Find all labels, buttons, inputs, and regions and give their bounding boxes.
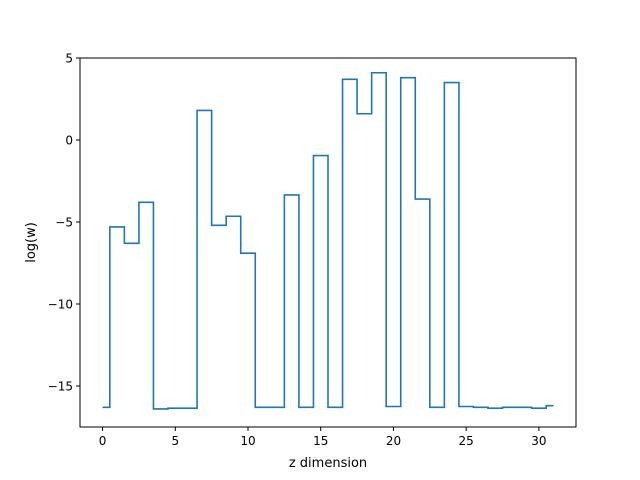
x-tick-label: 30 bbox=[531, 434, 546, 448]
y-axis-ticks: 5 0 −5 −10 −15 bbox=[48, 52, 80, 394]
x-tick-label: 0 bbox=[99, 434, 107, 448]
x-tick-label: 5 bbox=[171, 434, 179, 448]
series-layer bbox=[102, 71, 554, 410]
y-tick-label: 0 bbox=[65, 134, 73, 148]
x-tick-label: 20 bbox=[386, 434, 401, 448]
x-tick-label: 15 bbox=[313, 434, 328, 448]
x-axis-label: z dimension bbox=[289, 456, 367, 471]
y-axis-label: log(w) bbox=[24, 222, 39, 263]
y-tick-label: −10 bbox=[48, 298, 73, 312]
y-tick-label: −15 bbox=[48, 380, 73, 394]
x-axis-ticks: 0 5 10 15 20 25 30 bbox=[99, 427, 547, 448]
y-tick-label: −5 bbox=[55, 216, 73, 230]
x-tick-label: 10 bbox=[240, 434, 255, 448]
x-tick-label: 25 bbox=[459, 434, 474, 448]
y-tick-label: 5 bbox=[65, 52, 73, 66]
axes-frame bbox=[79, 57, 577, 428]
series-line-0 bbox=[102, 71, 554, 410]
